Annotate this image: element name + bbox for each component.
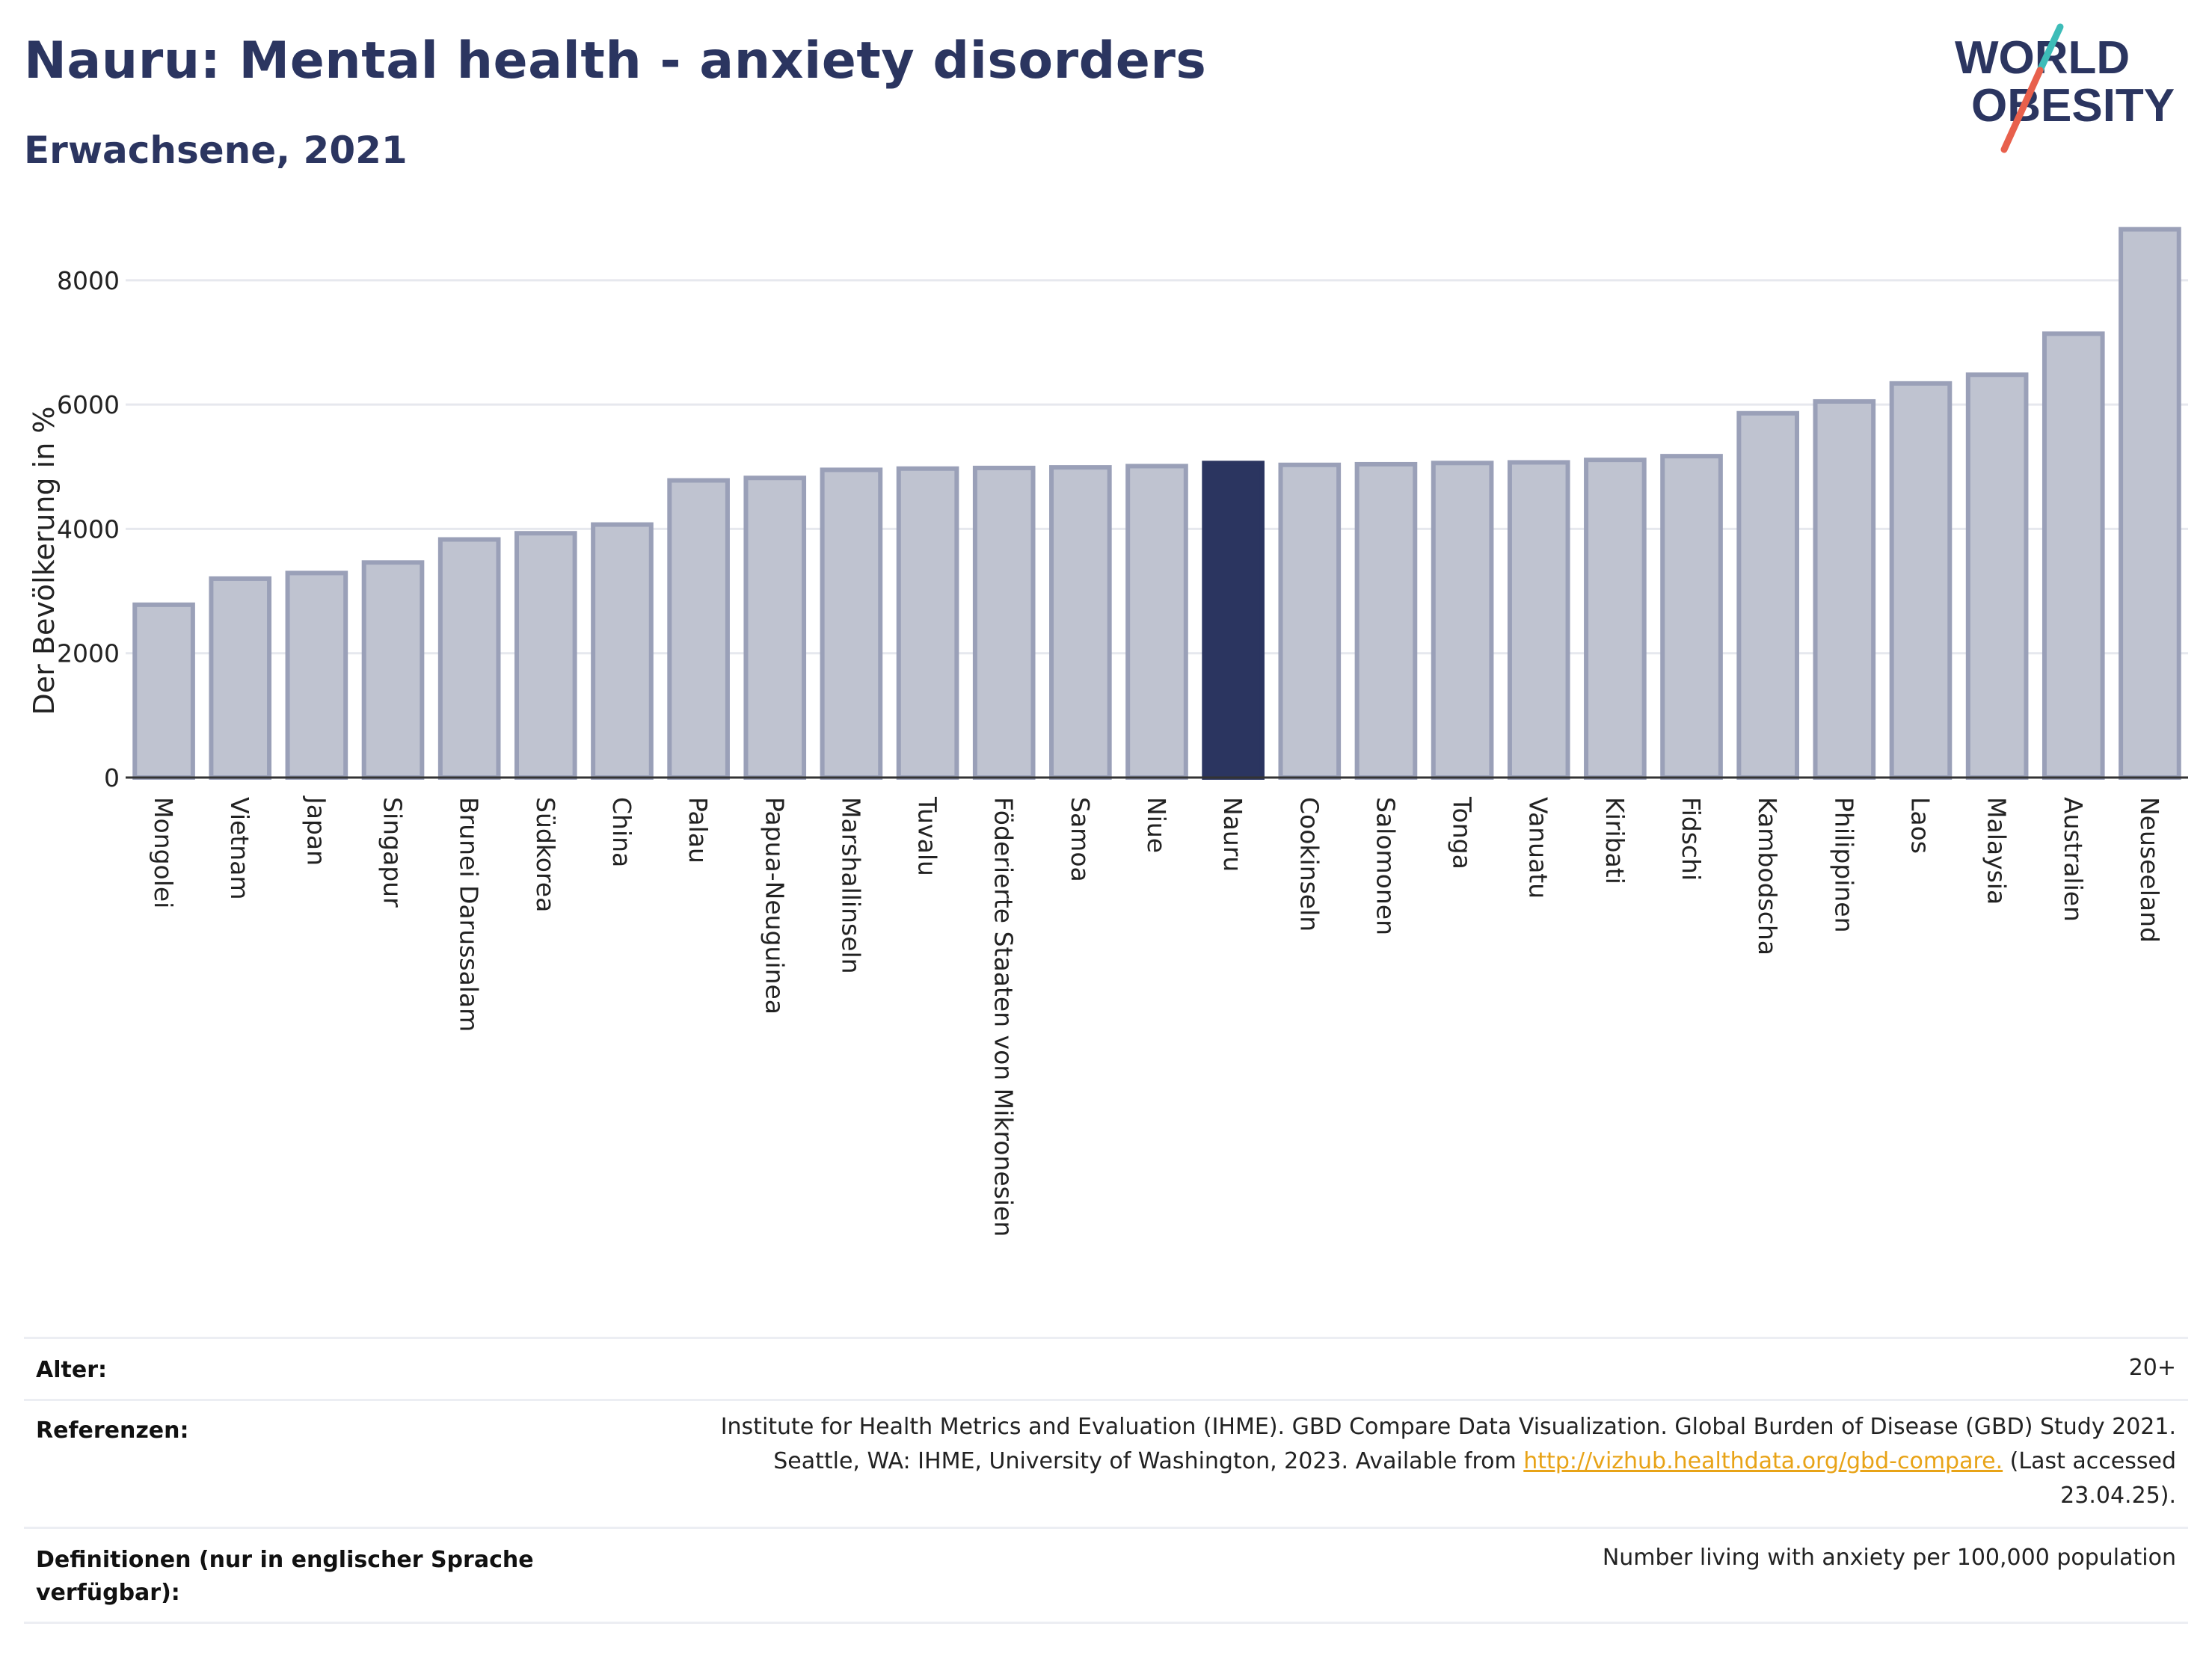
bar-südkorea: [514, 531, 577, 780]
bar-brunei-darussalam: [437, 537, 501, 780]
logo-line2: OBESITY: [1971, 80, 2175, 132]
bar-samoa: [1049, 465, 1112, 780]
meta-row-age: Alter: 20+: [24, 1339, 2188, 1401]
x-tick-label: Fidschi: [1677, 797, 1706, 881]
bars: [132, 227, 2181, 781]
y-tick-label: 4000: [57, 514, 120, 544]
x-tick-label: Singapur: [378, 797, 408, 908]
x-tick-label: Südkorea: [531, 797, 560, 912]
meta-row-references: Referenzen: Institute for Health Metrics…: [24, 1401, 2188, 1529]
bar-kiribati: [1584, 458, 1647, 780]
bar-fidschi: [1660, 454, 1723, 780]
bar-salomonen: [1354, 461, 1418, 781]
x-tick-label: Tuvalu: [913, 796, 942, 876]
page-title: Nauru: Mental health - anxiety disorders: [24, 31, 1207, 90]
x-tick-label: Neuseeland: [2135, 797, 2164, 943]
x-tick-label: Palau: [683, 797, 713, 864]
metadata-table: Alter: 20+ Referenzen: Institute for Hea…: [24, 1337, 2188, 1624]
bar-mongolei: [132, 602, 195, 781]
age-label: Alter:: [36, 1357, 107, 1383]
bar-malaysia: [1965, 372, 2029, 780]
x-tick-label: Mongolei: [149, 797, 178, 908]
reference-line-3: 23.04.25).: [2060, 1483, 2176, 1509]
x-tick-label: Kiribati: [1600, 797, 1629, 884]
x-tick-label: Malaysia: [1982, 797, 2012, 905]
bar-chart: 0 2000 4000 6000 8000 Mongolei Vietnam Japan Sin…: [28, 227, 2188, 1237]
world-obesity-logo: WORLD OBESITY: [1952, 22, 2199, 157]
page-subtitle: Erwachsene, 2021: [24, 129, 408, 172]
x-tick-label: Nauru: [1218, 797, 1247, 872]
definitions-label: Definitionen (nur in englischer Sprache …: [36, 1547, 534, 1606]
bar-australien: [2042, 331, 2105, 780]
y-tick-label: 8000: [57, 266, 120, 295]
logo-slash-teal: [2036, 23, 2064, 74]
x-tick-label: Vanuatu: [1524, 797, 1553, 899]
x-tick-label: Papua-Neuguinea: [760, 797, 789, 1015]
x-tick-label: Australien: [2059, 797, 2088, 922]
bar-papua-neuguinea: [743, 475, 807, 780]
x-tick-label: Japan: [301, 795, 331, 866]
bar-kambodscha: [1736, 410, 1800, 780]
age-value: 20+: [2128, 1355, 2176, 1381]
x-tick-label: Cookinseln: [1294, 797, 1324, 932]
x-tick-label: Philippinen: [1829, 797, 1858, 933]
reference-link[interactable]: http://vizhub.healthdata.org/gbd-compare…: [1523, 1448, 2003, 1474]
bar-philippinen: [1813, 398, 1876, 781]
bar-nauru: [1202, 461, 1265, 780]
bar-japan: [285, 570, 348, 781]
bar-laos: [1889, 381, 1953, 780]
reference-accessed: (Last accessed: [2003, 1448, 2176, 1474]
bar-föderierte-staaten-von-mikronesien: [972, 465, 1036, 780]
x-tick-label: Tonga: [1448, 796, 1477, 869]
x-tick-label: Vietnam: [225, 797, 254, 900]
bar-marshallinseln: [820, 467, 883, 780]
definitions-value: Number living with anxiety per 100,000 p…: [1602, 1545, 2176, 1571]
x-tick-label: Laos: [1905, 797, 1935, 854]
y-tick-label: 2000: [57, 639, 120, 668]
axes: 0 2000 4000 6000 8000 Mongolei Vietnam Japan Sin…: [57, 266, 2188, 1237]
bar-niue: [1125, 464, 1188, 781]
references-value: Institute for Health Metrics and Evaluat…: [721, 1410, 2176, 1513]
bar-vanuatu: [1507, 460, 1570, 781]
bar-tonga: [1431, 461, 1494, 780]
bar-neuseeland: [2119, 227, 2181, 780]
reference-line-2: Seattle, WA: IHME, University of Washing…: [721, 1444, 2176, 1479]
bar-palau: [667, 478, 730, 780]
bar-vietnam: [209, 576, 272, 780]
bar-cookinseln: [1278, 462, 1342, 780]
x-tick-label: China: [607, 797, 636, 867]
bar-singapur: [361, 560, 425, 781]
reference-text: Seattle, WA: IHME, University of Washing…: [773, 1448, 1524, 1474]
reference-line-1: Institute for Health Metrics and Evaluat…: [720, 1414, 2176, 1440]
y-tick-label: 6000: [57, 390, 120, 419]
logo-graphic: WORLD OBESITY: [1955, 23, 2175, 153]
meta-row-definitions: Definitionen (nur in englischer Sprache …: [24, 1529, 2188, 1624]
x-tick-label: Föderierte Staaten von Mikronesien: [989, 797, 1019, 1237]
x-tick-label: Kambodscha: [1753, 797, 1782, 955]
y-axis-label: Der Bevölkerung in %: [28, 407, 61, 715]
x-tick-label: Brunei Darussalam: [455, 797, 484, 1032]
x-tick-label: Salomonen: [1371, 797, 1400, 935]
x-tick-label: Samoa: [1066, 797, 1095, 882]
y-tick-label: 0: [104, 763, 120, 792]
references-label: Referenzen:: [36, 1418, 189, 1444]
x-tick-label: Niue: [1142, 797, 1171, 853]
bar-tuvalu: [896, 466, 959, 780]
logo-slash-red: [2000, 67, 2044, 153]
bar-china: [591, 522, 654, 780]
x-tick-label: Marshallinseln: [836, 797, 865, 974]
